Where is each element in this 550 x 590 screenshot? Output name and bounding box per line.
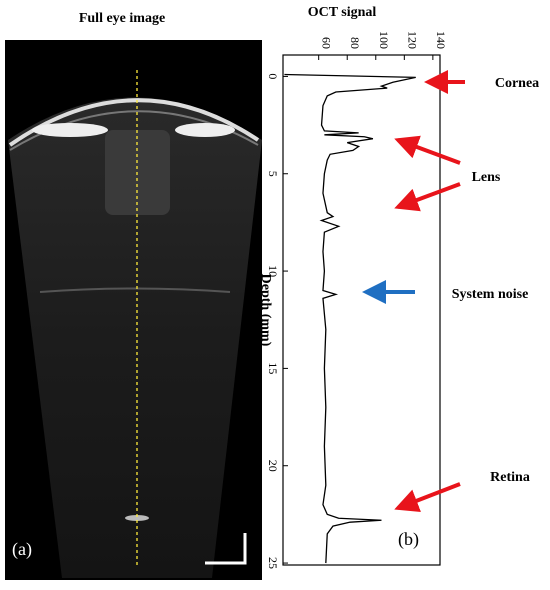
x-tick-label: 10 [266, 265, 280, 277]
x-tick-label: 15 [266, 362, 280, 374]
image-title: Full eye image [79, 11, 165, 26]
annotation: Retina [490, 470, 530, 485]
arrows [362, 70, 465, 512]
x-axis-label: Depth (mm) [258, 274, 273, 347]
y-tick-label: 140 [434, 31, 448, 49]
panel-label: (a) [12, 539, 32, 560]
y-tick-label: 60 [320, 37, 334, 49]
y-tick-label: 80 [348, 37, 362, 49]
chart-title: OCT signal [308, 5, 377, 20]
x-tick-label: 0 [266, 73, 280, 79]
y-tick-label: 120 [405, 31, 419, 49]
y-tick-label: 100 [377, 31, 391, 49]
annotation: Lens [472, 170, 501, 185]
x-tick-label: 25 [266, 557, 280, 569]
eye-image [5, 40, 262, 580]
signal-line [284, 73, 416, 564]
panel-label: (b) [398, 529, 419, 550]
plot-frame [282, 54, 441, 566]
annotation: Cornea [495, 76, 539, 91]
x-tick-label: 5 [266, 171, 280, 177]
x-tick-label: 20 [266, 460, 280, 472]
annotation: System noise [452, 287, 529, 302]
